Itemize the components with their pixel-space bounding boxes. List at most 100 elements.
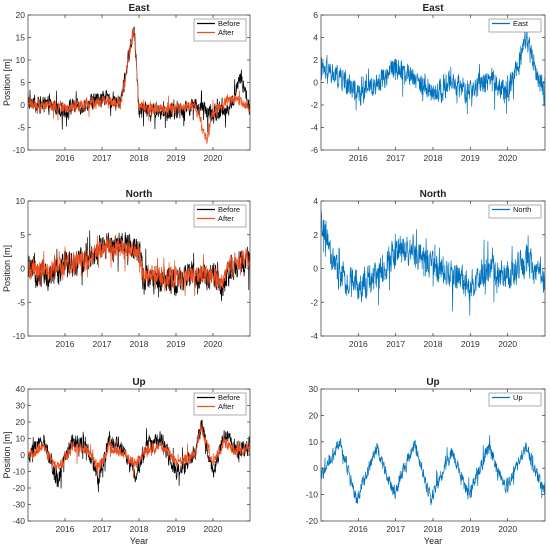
y-tick-label: -4 bbox=[310, 331, 318, 341]
legend-box bbox=[488, 18, 542, 33]
legend-label: Before bbox=[218, 393, 240, 402]
y-tick-label: 4 bbox=[313, 196, 318, 206]
x-tick-label: 2016 bbox=[56, 524, 75, 534]
legend-label: North bbox=[513, 205, 531, 214]
subplot-6: 2016 2017 2018 2019 2020 -20 -10 0 10 20 30 Up Year U… bbox=[306, 377, 546, 546]
x-tick-label: 2016 bbox=[56, 153, 75, 163]
x-tick-label: 2020 bbox=[498, 524, 517, 534]
y-tick-label: 10 bbox=[16, 196, 26, 206]
chart-title: North bbox=[420, 189, 447, 200]
legend-box bbox=[488, 392, 542, 407]
legend-label: After bbox=[218, 214, 234, 223]
series-line-up bbox=[321, 435, 545, 506]
y-tick-label: 20 bbox=[16, 10, 26, 20]
x-tick-label: 2017 bbox=[93, 524, 112, 534]
y-tick-label: -6 bbox=[310, 145, 318, 155]
y-tick-label: -5 bbox=[17, 297, 25, 307]
x-tick-label: 2019 bbox=[167, 153, 186, 163]
series-line-before bbox=[28, 26, 250, 134]
y-tick-label: 20 bbox=[16, 417, 26, 427]
series-line-north bbox=[321, 210, 545, 316]
y-tick-label: -10 bbox=[13, 331, 26, 341]
series-line-east bbox=[321, 28, 545, 115]
chart-title: East bbox=[422, 3, 444, 14]
y-tick-label: -10 bbox=[306, 490, 319, 500]
y-tick-label: -20 bbox=[13, 483, 26, 493]
y-tick-label: 10 bbox=[16, 55, 26, 65]
y-tick-label: 30 bbox=[309, 384, 319, 394]
y-tick-label: 5 bbox=[20, 78, 25, 88]
y-tick-label: 0 bbox=[313, 463, 318, 473]
legend: East bbox=[488, 18, 542, 33]
legend: North bbox=[488, 204, 542, 219]
x-axis-label: Year bbox=[130, 536, 148, 546]
legend-box bbox=[488, 204, 542, 219]
y-axis-label: Position [m] bbox=[2, 245, 12, 292]
x-tick-label: 2019 bbox=[461, 524, 480, 534]
legend: Up bbox=[488, 392, 542, 407]
y-axis-label: Position [m] bbox=[2, 431, 12, 478]
legend-label: Before bbox=[218, 19, 240, 28]
y-tick-label: -40 bbox=[13, 516, 26, 526]
x-tick-label: 2019 bbox=[461, 339, 480, 349]
x-tick-label: 2017 bbox=[386, 524, 405, 534]
legend-label: Before bbox=[218, 205, 240, 214]
y-tick-label: 6 bbox=[313, 10, 318, 20]
subplot-1: 2016 2017 2018 2019 2020 -10 -5 0 5 10 15 20 East Pos… bbox=[2, 3, 251, 163]
y-tick-label: 10 bbox=[16, 434, 26, 444]
legend-label: Up bbox=[513, 393, 523, 402]
x-tick-label: 2017 bbox=[93, 153, 112, 163]
y-tick-label: 0 bbox=[313, 264, 318, 274]
legend-label: After bbox=[218, 28, 234, 37]
series-line-after bbox=[28, 28, 250, 145]
x-tick-label: 2016 bbox=[349, 339, 368, 349]
chart-title: Up bbox=[426, 377, 439, 388]
subplot-4: 2016 2017 2018 2019 2020 -4 -2 0 2 4 North North bbox=[310, 189, 546, 349]
x-tick-label: 2017 bbox=[386, 339, 405, 349]
y-tick-label: 2 bbox=[313, 230, 318, 240]
legend-label: East bbox=[513, 19, 529, 28]
series-line-after bbox=[28, 234, 250, 297]
x-tick-label: 2019 bbox=[167, 339, 186, 349]
y-tick-label: 0 bbox=[20, 100, 25, 110]
x-tick-label: 2018 bbox=[130, 153, 149, 163]
y-axis-label: Position [m] bbox=[2, 59, 12, 106]
x-tick-label: 2016 bbox=[349, 153, 368, 163]
y-tick-label: -2 bbox=[310, 100, 318, 110]
y-tick-label: -2 bbox=[310, 297, 318, 307]
plot-area bbox=[321, 389, 545, 521]
x-tick-label: 2018 bbox=[424, 153, 443, 163]
x-tick-label: 2018 bbox=[130, 524, 149, 534]
x-tick-label: 2019 bbox=[167, 524, 186, 534]
x-tick-label: 2017 bbox=[386, 153, 405, 163]
subplot-2: 2016 2017 2018 2019 2020 -6 -4 -2 0 2 4 6 East East bbox=[310, 3, 546, 163]
y-tick-label: 40 bbox=[16, 384, 26, 394]
series-line-after bbox=[28, 421, 250, 479]
chart-title: North bbox=[126, 189, 153, 200]
x-tick-label: 2018 bbox=[130, 339, 149, 349]
legend-box bbox=[193, 204, 247, 228]
y-tick-label: 20 bbox=[309, 410, 319, 420]
y-tick-label: 15 bbox=[16, 33, 26, 43]
y-tick-label: 2 bbox=[313, 55, 318, 65]
x-tick-label: 2016 bbox=[349, 524, 368, 534]
x-tick-label: 2020 bbox=[498, 339, 517, 349]
x-tick-label: 2020 bbox=[204, 339, 223, 349]
y-tick-label: 5 bbox=[20, 230, 25, 240]
x-tick-label: 2020 bbox=[498, 153, 517, 163]
y-tick-label: 4 bbox=[313, 33, 318, 43]
subplot-5: 2016 2017 2018 2019 2020 -40 -30 -20 -10 0 10 20 30 4… bbox=[2, 377, 251, 546]
x-tick-label: 2017 bbox=[93, 339, 112, 349]
x-tick-label: 2020 bbox=[204, 153, 223, 163]
chart-title: East bbox=[128, 3, 150, 14]
y-tick-label: 10 bbox=[309, 437, 319, 447]
y-tick-label: -10 bbox=[13, 467, 26, 477]
y-tick-label: -4 bbox=[310, 123, 318, 133]
y-tick-label: 0 bbox=[20, 450, 25, 460]
y-tick-label: -10 bbox=[13, 145, 26, 155]
x-axis-label: Year bbox=[424, 536, 442, 546]
